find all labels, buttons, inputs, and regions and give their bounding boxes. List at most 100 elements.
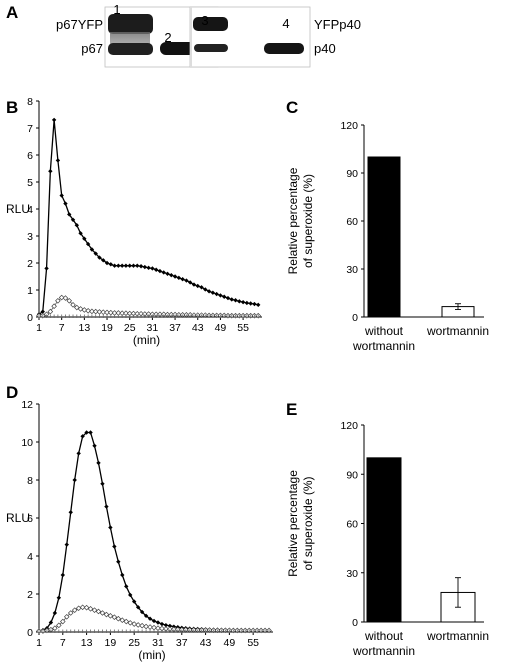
data-point — [51, 303, 57, 309]
x-tick-label: 13 — [79, 322, 91, 334]
data-point — [116, 559, 121, 564]
data-point — [131, 263, 136, 268]
data-point — [55, 298, 61, 304]
category-label: wortmannin — [352, 644, 415, 658]
x-tick-label: 55 — [247, 637, 259, 649]
y-tick-label: 60 — [346, 216, 358, 228]
x-tick-label: 43 — [192, 322, 204, 334]
y-tick-label: 4 — [27, 551, 33, 563]
x-axis-label: (min) — [133, 333, 160, 347]
y-tick-label: 2 — [27, 589, 33, 601]
data-point — [127, 620, 134, 626]
data-point — [100, 481, 105, 486]
data-point — [142, 264, 148, 270]
data-point — [59, 193, 64, 198]
bar — [367, 156, 401, 318]
x-tick-label: 7 — [60, 637, 66, 649]
data-point — [77, 306, 84, 312]
data-point — [67, 212, 72, 217]
data-point — [52, 610, 58, 616]
y-tick-label: 120 — [340, 120, 358, 132]
y-axis-label-line: of superoxide (%) — [301, 174, 315, 268]
category-label: without — [364, 629, 404, 643]
y-tick-label: 4 — [27, 204, 33, 216]
series-filled-diamond — [36, 117, 261, 317]
data-point — [82, 236, 87, 241]
x-axis-label: (min) — [138, 648, 165, 662]
panel-letter-e: E — [286, 400, 297, 419]
data-point — [108, 525, 113, 530]
blot-label-yfpp40: YFPp40 — [314, 17, 361, 32]
lane-label-1: 1 — [113, 2, 120, 17]
data-point — [62, 295, 69, 301]
data-point — [138, 264, 144, 269]
data-point — [172, 274, 178, 279]
bar — [366, 457, 402, 623]
data-point — [85, 241, 91, 247]
data-point — [108, 262, 114, 267]
data-point — [79, 604, 86, 611]
y-tick-label: 8 — [27, 96, 33, 108]
band-lane3-yfpp40 — [193, 17, 228, 31]
data-point — [163, 622, 169, 628]
category-label: wortmannin — [426, 629, 489, 643]
data-point — [89, 247, 95, 252]
data-point — [64, 542, 69, 547]
y-tick-label: 0 — [27, 627, 33, 639]
data-point — [165, 271, 170, 276]
data-point — [87, 606, 94, 612]
y-tick-label: 30 — [346, 264, 358, 276]
data-point — [74, 304, 80, 311]
data-point — [67, 610, 74, 616]
y-tick-label: 0 — [27, 312, 33, 324]
y-tick-label: 6 — [27, 150, 33, 162]
data-point — [222, 294, 227, 299]
series-tick — [38, 314, 259, 318]
data-point — [210, 290, 216, 295]
x-tick-label: 31 — [147, 322, 159, 334]
data-point — [127, 263, 132, 268]
data-point — [89, 308, 95, 315]
data-point — [123, 618, 130, 625]
data-point — [135, 263, 140, 268]
data-point — [214, 291, 219, 297]
x-tick-label: 31 — [152, 637, 164, 649]
data-point — [195, 283, 200, 289]
data-point — [96, 460, 101, 466]
data-point — [63, 201, 68, 206]
data-point — [150, 266, 155, 271]
x-tick-label: 37 — [169, 322, 181, 334]
data-point — [124, 584, 129, 589]
data-point — [143, 623, 149, 630]
y-tick-label: 90 — [346, 168, 358, 180]
data-point — [153, 267, 159, 272]
blot-label-p67yfp: p67YFP — [56, 17, 103, 32]
x-tick-label: 7 — [59, 322, 65, 334]
data-point — [92, 308, 99, 315]
data-point — [58, 294, 65, 301]
data-point — [143, 613, 149, 619]
data-point — [256, 302, 261, 308]
band-lane3-p40 — [194, 44, 228, 52]
data-point — [120, 572, 125, 578]
y-axis-label: Relative percentageof superoxide (%) — [286, 470, 315, 577]
series-line — [38, 431, 270, 632]
band-lane4-p40 — [264, 43, 304, 54]
data-point — [48, 169, 53, 174]
data-point — [81, 307, 88, 313]
data-point — [161, 270, 166, 275]
data-point — [180, 277, 185, 282]
panel-letter-b: B — [6, 98, 18, 117]
data-point — [244, 300, 250, 306]
data-point — [237, 299, 242, 304]
blot-label-p40: p40 — [314, 41, 336, 56]
blot-label-p67: p67 — [81, 41, 103, 56]
series-filled-diamond — [36, 430, 272, 634]
category-label: without — [364, 324, 404, 338]
data-point — [60, 572, 65, 578]
panel-letter-a: A — [6, 3, 18, 22]
data-point — [146, 265, 151, 271]
data-point — [159, 621, 165, 627]
